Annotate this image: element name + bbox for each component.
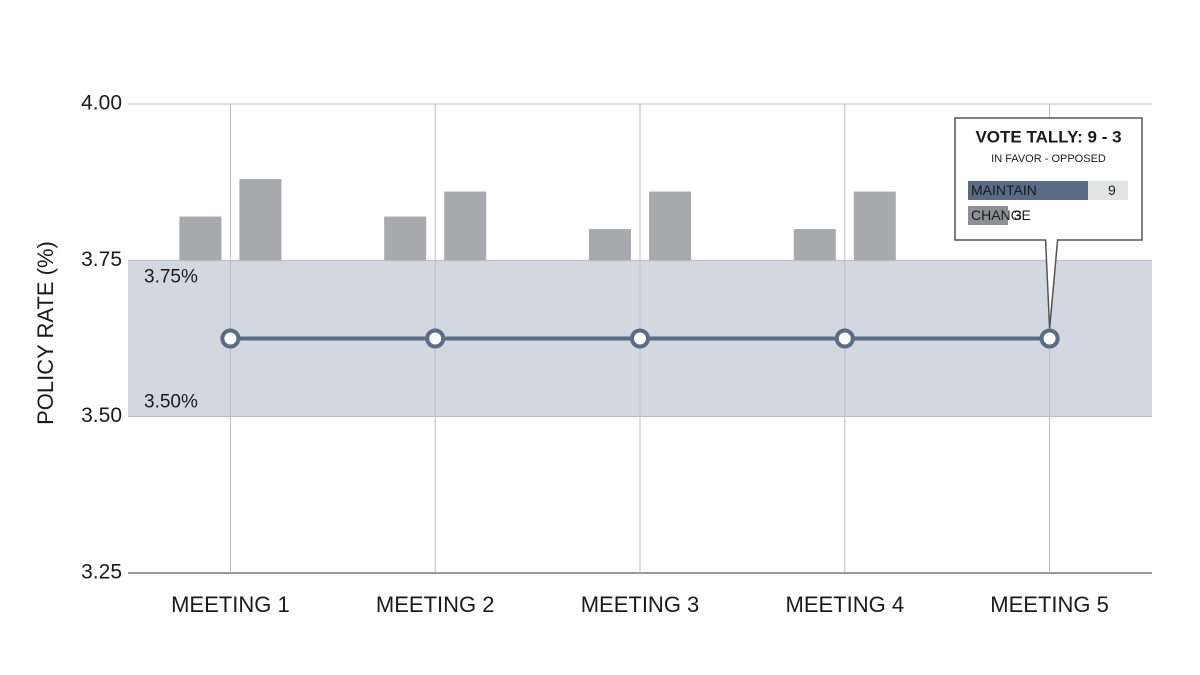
line-point bbox=[630, 328, 650, 349]
line-point bbox=[220, 328, 241, 349]
bar bbox=[444, 191, 487, 261]
y-tick-label: 3.50 bbox=[81, 404, 122, 427]
x-tick-label: MEETING 4 bbox=[786, 592, 905, 617]
band-label: 3.50% bbox=[144, 392, 198, 413]
tally-value: 3 bbox=[1014, 207, 1022, 223]
bar bbox=[853, 191, 896, 261]
y-axis-label: POLICY RATE (%) bbox=[33, 241, 58, 425]
tooltip-box bbox=[954, 117, 1143, 329]
tally-label: CHANGE bbox=[971, 207, 1031, 223]
bar bbox=[239, 179, 282, 261]
bar bbox=[179, 216, 222, 261]
x-tick-label: MEETING 1 bbox=[171, 592, 290, 617]
tally-label: MAINTAIN bbox=[971, 182, 1037, 198]
bar bbox=[589, 229, 631, 261]
tooltip-subtitle: IN FAVOR - OPPOSED bbox=[991, 153, 1106, 165]
x-tick-label: MEETING 3 bbox=[581, 592, 700, 617]
x-tick-label: MEETING 2 bbox=[376, 592, 495, 617]
bar bbox=[649, 191, 691, 261]
y-tick-label: 3.75 bbox=[81, 248, 122, 271]
tally-value: 9 bbox=[1108, 182, 1116, 198]
tooltip-title: VOTE TALLY: 9 - 3 bbox=[975, 127, 1121, 146]
y-tick-label: 4.00 bbox=[81, 92, 122, 115]
line-point bbox=[834, 328, 855, 349]
line-point bbox=[425, 328, 446, 349]
bar bbox=[384, 216, 427, 261]
band-label: 3.75% bbox=[144, 266, 198, 287]
bar bbox=[793, 229, 836, 261]
y-tick-label: 3.25 bbox=[81, 561, 122, 584]
tally-bar bbox=[968, 181, 1088, 200]
x-tick-label: MEETING 5 bbox=[990, 592, 1109, 617]
line-point bbox=[1039, 328, 1060, 349]
tally-bar bbox=[968, 206, 1008, 225]
